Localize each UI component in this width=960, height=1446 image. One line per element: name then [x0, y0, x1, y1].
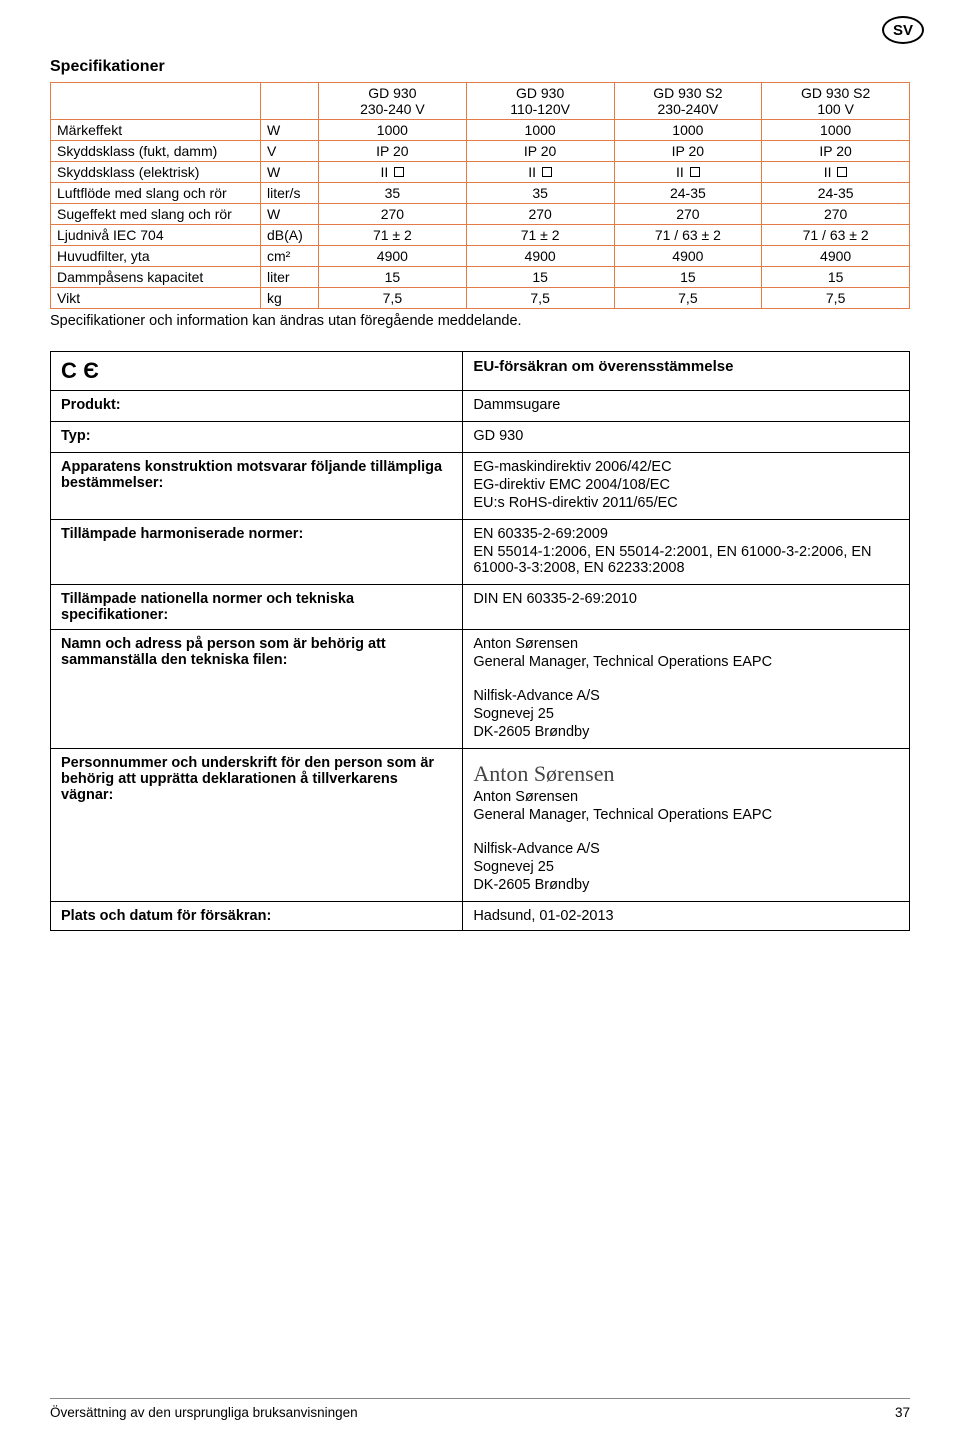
col-subheader: 230-240 V [360, 101, 425, 117]
spec-cell: IP 20 [614, 141, 762, 162]
spec-cell: 15 [762, 267, 910, 288]
spec-cell: 7,5 [319, 288, 467, 309]
declaration-title: EU-försäkran om överensstämmelse [473, 358, 733, 375]
spec-cell: 1000 [466, 120, 614, 141]
spec-row-unit: dB(A) [261, 225, 319, 246]
spec-row-label: Huvudfilter, yta [51, 246, 261, 267]
spec-row-unit: W [261, 204, 319, 225]
spec-row-label: Sugeffekt med slang och rör [51, 204, 261, 225]
footer-text: Översättning av den ursprungliga bruksan… [50, 1405, 358, 1420]
spec-cell: IP 20 [466, 141, 614, 162]
auth-person-name: Anton Sørensen [473, 636, 899, 652]
decl-row-value: GD 930 [463, 422, 910, 453]
spec-cell: II [762, 162, 910, 183]
spec-row-unit: kg [261, 288, 319, 309]
spec-row-label: Skyddsklass (elektrisk) [51, 162, 261, 183]
spec-cell: II [319, 162, 467, 183]
spec-cell: 270 [319, 204, 467, 225]
declaration-table: C Є EU-försäkran om överensstämmelse Pro… [50, 351, 910, 931]
spec-cell: 15 [466, 267, 614, 288]
col-subheader: 100 V [817, 101, 854, 117]
spec-row-label: Vikt [51, 288, 261, 309]
signer-title: General Manager, Technical Operations EA… [473, 807, 899, 823]
col-header: GD 930 S2 [801, 85, 870, 101]
spec-cell: IP 20 [319, 141, 467, 162]
spec-cell: 1000 [762, 120, 910, 141]
spec-row-unit: W [261, 162, 319, 183]
decl-row-value: DIN EN 60335-2-69:2010 [463, 585, 910, 630]
place-date-label: Plats och datum för försäkran: [51, 902, 463, 931]
place-date-value: Hadsund, 01-02-2013 [463, 902, 910, 931]
double-insulated-icon [690, 167, 700, 177]
page-footer: Översättning av den ursprungliga bruksan… [50, 1398, 910, 1420]
spec-row-unit: W [261, 120, 319, 141]
spec-cell: II [466, 162, 614, 183]
decl-row-label: Typ: [51, 422, 463, 453]
decl-row-label: Tillämpade harmoniserade normer: [51, 520, 463, 585]
spec-row-label: Märkeffekt [51, 120, 261, 141]
spec-cell: 7,5 [466, 288, 614, 309]
decl-row-label: Produkt: [51, 391, 463, 422]
spec-cell: 15 [614, 267, 762, 288]
spec-cell: 71 / 63 ± 2 [762, 225, 910, 246]
double-insulated-icon [837, 167, 847, 177]
spec-cell: 35 [466, 183, 614, 204]
spec-row-unit: liter [261, 267, 319, 288]
spec-heading: Specifikationer [50, 58, 910, 76]
spec-cell: 15 [319, 267, 467, 288]
spec-cell: 7,5 [614, 288, 762, 309]
decl-row-value: EG-maskindirektiv 2006/42/ECEG-direktiv … [463, 453, 910, 520]
col-header: GD 930 [368, 85, 416, 101]
spec-cell: IP 20 [762, 141, 910, 162]
company-address: Nilfisk-Advance A/SSognevej 25DK-2605 Br… [473, 688, 899, 740]
decl-row-value: Dammsugare [463, 391, 910, 422]
double-insulated-icon [542, 167, 552, 177]
spec-cell: 1000 [614, 120, 762, 141]
spec-cell: 4900 [762, 246, 910, 267]
spec-cell: 24-35 [762, 183, 910, 204]
spec-cell: 24-35 [614, 183, 762, 204]
spec-row-unit: cm² [261, 246, 319, 267]
spec-row-unit: liter/s [261, 183, 319, 204]
spec-cell: 4900 [466, 246, 614, 267]
spec-row-label: Ljudnivå IEC 704 [51, 225, 261, 246]
language-badge: SV [882, 16, 924, 44]
spec-row-label: Luftflöde med slang och rör [51, 183, 261, 204]
decl-row-value: EN 60335-2-69:2009EN 55014-1:2006, EN 55… [463, 520, 910, 585]
signature-image: Anton Sørensen [473, 761, 899, 787]
decl-row-label: Tillämpade nationella normer och teknisk… [51, 585, 463, 630]
spec-cell: 71 / 63 ± 2 [614, 225, 762, 246]
spec-table: GD 930230-240 V GD 930110-120V GD 930 S2… [50, 82, 910, 309]
ce-mark-icon: C Є [61, 358, 100, 383]
spec-cell: 35 [319, 183, 467, 204]
auth-person-title: General Manager, Technical Operations EA… [473, 654, 899, 670]
page-number: 37 [895, 1405, 910, 1420]
col-header: GD 930 [516, 85, 564, 101]
spec-cell: 7,5 [762, 288, 910, 309]
company-address: Nilfisk-Advance A/SSognevej 25DK-2605 Br… [473, 841, 899, 893]
signer-label: Personnummer och underskrift för den per… [51, 749, 463, 902]
spec-cell: 270 [762, 204, 910, 225]
col-subheader: 110-120V [510, 101, 570, 117]
spec-row-unit: V [261, 141, 319, 162]
spec-note: Specifikationer och information kan ändr… [50, 313, 910, 329]
spec-cell: 1000 [319, 120, 467, 141]
spec-cell: 270 [614, 204, 762, 225]
auth-person-label: Namn och adress på person som är behörig… [51, 630, 463, 749]
spec-cell: 270 [466, 204, 614, 225]
col-subheader: 230-240V [658, 101, 719, 117]
spec-cell: II [614, 162, 762, 183]
spec-row-label: Skyddsklass (fukt, damm) [51, 141, 261, 162]
spec-cell: 71 ± 2 [466, 225, 614, 246]
decl-row-label: Apparatens konstruktion motsvarar följan… [51, 453, 463, 520]
double-insulated-icon [394, 167, 404, 177]
spec-cell: 4900 [614, 246, 762, 267]
signer-name: Anton Sørensen [473, 789, 899, 805]
spec-cell: 4900 [319, 246, 467, 267]
spec-row-label: Dammpåsens kapacitet [51, 267, 261, 288]
spec-cell: 71 ± 2 [319, 225, 467, 246]
col-header: GD 930 S2 [653, 85, 722, 101]
